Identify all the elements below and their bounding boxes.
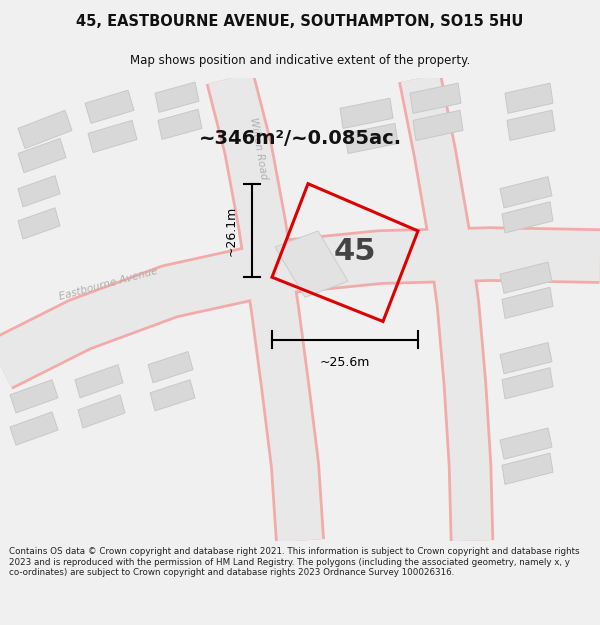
Polygon shape — [88, 121, 137, 152]
Polygon shape — [500, 428, 552, 459]
Polygon shape — [345, 123, 398, 154]
Text: ~346m²/~0.085ac.: ~346m²/~0.085ac. — [199, 129, 401, 148]
Polygon shape — [502, 202, 553, 233]
Polygon shape — [500, 262, 552, 293]
Polygon shape — [413, 110, 463, 141]
Text: Map shows position and indicative extent of the property.: Map shows position and indicative extent… — [130, 54, 470, 68]
Polygon shape — [75, 364, 123, 398]
Polygon shape — [18, 176, 60, 207]
Polygon shape — [18, 139, 66, 172]
Polygon shape — [340, 98, 393, 128]
Polygon shape — [500, 177, 552, 208]
Polygon shape — [155, 82, 199, 112]
Polygon shape — [78, 395, 125, 428]
Polygon shape — [410, 83, 461, 113]
Polygon shape — [18, 208, 60, 239]
Text: Wilton Road: Wilton Road — [248, 117, 268, 181]
Text: 45, EASTBOURNE AVENUE, SOUTHAMPTON, SO15 5HU: 45, EASTBOURNE AVENUE, SOUTHAMPTON, SO15… — [76, 14, 524, 29]
Polygon shape — [10, 412, 58, 445]
Polygon shape — [148, 352, 193, 382]
Polygon shape — [505, 83, 553, 113]
Polygon shape — [502, 368, 553, 399]
Polygon shape — [10, 380, 58, 413]
Polygon shape — [150, 380, 195, 411]
Polygon shape — [500, 342, 552, 374]
Polygon shape — [507, 110, 555, 141]
Polygon shape — [18, 110, 72, 149]
Polygon shape — [502, 288, 553, 318]
Polygon shape — [85, 90, 134, 123]
Polygon shape — [158, 109, 202, 139]
Polygon shape — [275, 231, 348, 298]
Text: 45: 45 — [334, 236, 376, 266]
Polygon shape — [502, 453, 553, 484]
Text: ~25.6m: ~25.6m — [320, 356, 370, 369]
Text: Eastbourne Avenue: Eastbourne Avenue — [58, 266, 158, 302]
Text: ~26.1m: ~26.1m — [225, 206, 238, 256]
Text: Contains OS data © Crown copyright and database right 2021. This information is : Contains OS data © Crown copyright and d… — [9, 548, 580, 577]
